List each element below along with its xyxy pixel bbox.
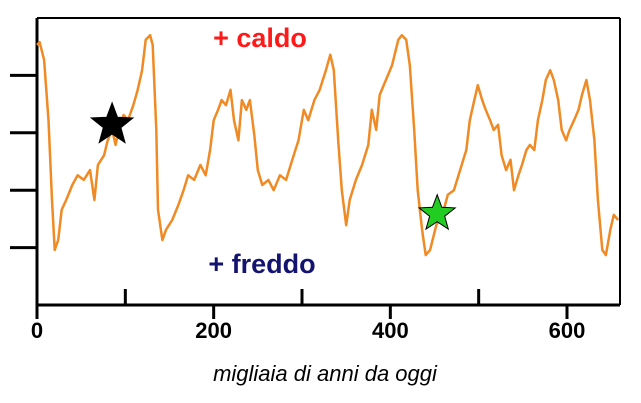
star-marker — [89, 101, 135, 144]
line — [36, 33, 620, 257]
star-marker — [417, 193, 457, 231]
x-tick-label: 400 — [372, 318, 409, 343]
annotation: + freddo — [208, 249, 315, 279]
x-tick-label: 0 — [31, 318, 43, 343]
x-tick-label: 600 — [549, 318, 586, 343]
x-axis-title: migliaia di anni da oggi — [213, 361, 438, 386]
annotation: + caldo — [213, 23, 307, 53]
x-tick-label: 200 — [195, 318, 232, 343]
